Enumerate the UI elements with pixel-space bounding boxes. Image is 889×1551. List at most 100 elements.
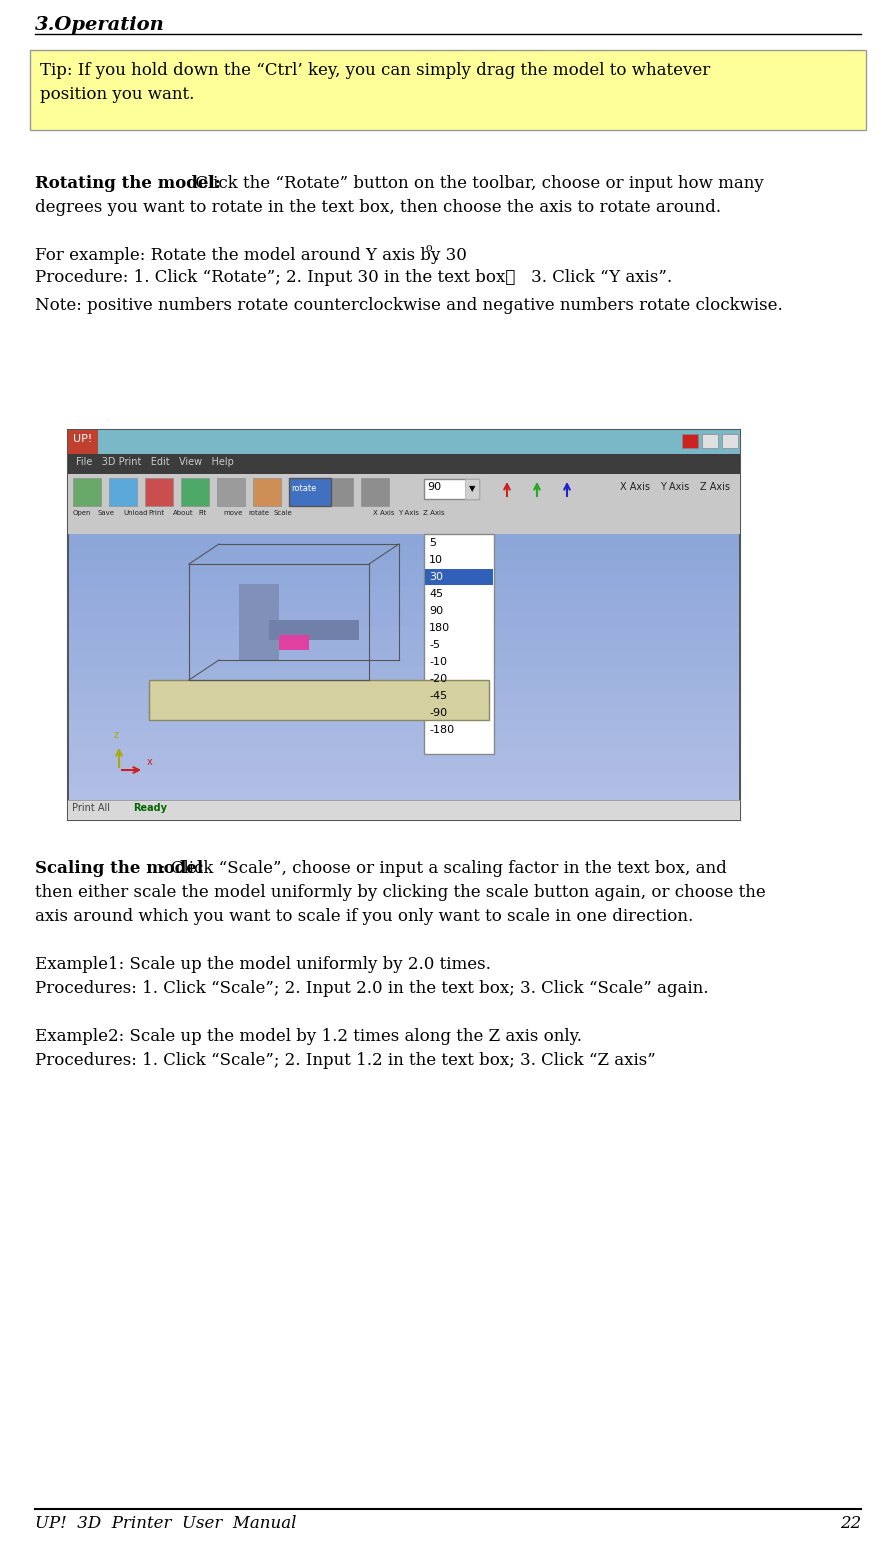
Text: Ready: Ready (133, 803, 167, 813)
Bar (68, 430, 740, 820)
Text: 3.Operation: 3.Operation (35, 16, 164, 34)
Text: Scale: Scale (273, 510, 292, 516)
Bar (69, 734, 739, 748)
Bar (69, 706, 739, 721)
Text: 5: 5 (429, 538, 436, 548)
Text: X Axis: X Axis (620, 482, 650, 492)
Bar (109, 478, 137, 506)
Text: 180: 180 (429, 624, 450, 633)
Text: 10: 10 (429, 555, 443, 565)
Bar (289, 478, 331, 506)
Text: About: About (173, 510, 194, 516)
Text: Scaling the model: Scaling the model (35, 859, 204, 876)
Bar (702, 434, 718, 448)
Bar (722, 434, 738, 448)
Text: -20: -20 (429, 675, 447, 684)
Text: Z Axis: Z Axis (700, 482, 730, 492)
Bar (69, 613, 739, 628)
Bar (69, 679, 739, 695)
Text: UP!: UP! (73, 434, 92, 444)
Bar (682, 434, 698, 448)
Bar (69, 534, 739, 549)
Bar (145, 478, 173, 506)
Text: Example1: Scale up the model uniformly by 2.0 times.: Example1: Scale up the model uniformly b… (35, 955, 491, 972)
Bar (73, 478, 101, 506)
Text: Y Axis: Y Axis (660, 482, 689, 492)
Text: 90: 90 (429, 606, 443, 616)
Text: z: z (114, 731, 119, 740)
Text: ▼: ▼ (469, 484, 476, 493)
Bar (69, 667, 739, 682)
Text: File   3D Print   Edit   View   Help: File 3D Print Edit View Help (76, 458, 234, 467)
Text: rotate: rotate (291, 484, 316, 493)
Text: -45: -45 (429, 692, 447, 701)
Text: 30: 30 (429, 572, 443, 582)
Bar (289, 478, 317, 506)
Text: Example2: Scale up the model by 1.2 times along the Z axis only.: Example2: Scale up the model by 1.2 time… (35, 1028, 582, 1045)
Text: Tip: If you hold down the “Ctrl’ key, you can simply drag the model to whatever: Tip: If you hold down the “Ctrl’ key, yo… (40, 62, 710, 79)
Bar (69, 548, 739, 561)
Bar (269, 620, 359, 641)
Text: Note: positive numbers rotate counterclockwise and negative numbers rotate clock: Note: positive numbers rotate counterclo… (35, 296, 782, 313)
Text: Procedures: 1. Click “Scale”; 2. Input 2.0 in the text box; 3. Click “Scale” aga: Procedures: 1. Click “Scale”; 2. Input 2… (35, 980, 709, 997)
Text: X Axis: X Axis (373, 510, 395, 516)
Text: axis around which you want to scale if you only want to scale in one direction.: axis around which you want to scale if y… (35, 907, 693, 924)
Text: Unload: Unload (123, 510, 148, 516)
Bar (30, 50, 866, 130)
Text: Procedure: 1. Click “Rotate”; 2. Input 30 in the text box；   3. Click “Y axis”.: Procedure: 1. Click “Rotate”; 2. Input 3… (35, 268, 672, 285)
Text: position you want.: position you want. (40, 85, 195, 102)
Text: Click the “Rotate” button on the toolbar, choose or input how many: Click the “Rotate” button on the toolbar… (190, 175, 764, 192)
Bar (69, 560, 739, 575)
Text: Rotating the model:: Rotating the model: (35, 175, 220, 192)
Bar (181, 478, 209, 506)
Text: Y Axis: Y Axis (398, 510, 419, 516)
Bar (465, 479, 479, 499)
Bar (425, 569, 493, 585)
Text: : Click “Scale”, choose or input a scaling factor in the text box, and: : Click “Scale”, choose or input a scali… (160, 859, 726, 876)
Bar (69, 586, 739, 602)
Bar (69, 693, 739, 707)
Text: UP!  3D  Printer  User  Manual: UP! 3D Printer User Manual (35, 1515, 297, 1532)
Bar (217, 478, 245, 506)
Text: Open: Open (73, 510, 92, 516)
Bar (68, 475, 740, 534)
Text: 90: 90 (427, 482, 441, 492)
Text: move: move (223, 510, 243, 516)
Bar (69, 600, 739, 616)
Bar (325, 478, 353, 506)
Text: -10: -10 (429, 658, 447, 667)
Text: o: o (425, 244, 432, 253)
Bar (424, 479, 479, 499)
Bar (68, 454, 740, 475)
Text: -90: -90 (429, 707, 447, 718)
Bar (361, 478, 389, 506)
Text: .: . (433, 247, 438, 264)
Bar (68, 430, 740, 454)
Text: 22: 22 (840, 1515, 861, 1532)
Text: Procedures: 1. Click “Scale”; 2. Input 1.2 in the text box; 3. Click “Z axis”: Procedures: 1. Click “Scale”; 2. Input 1… (35, 1052, 656, 1069)
Bar (69, 653, 739, 668)
Text: Print: Print (148, 510, 164, 516)
Bar (69, 720, 739, 735)
Bar (69, 760, 739, 776)
Bar (69, 786, 739, 800)
Bar (69, 641, 739, 655)
Bar (69, 627, 739, 642)
Bar (149, 679, 489, 720)
Text: degrees you want to rotate in the text box, then choose the axis to rotate aroun: degrees you want to rotate in the text b… (35, 199, 721, 216)
Bar (69, 772, 739, 788)
Bar (253, 478, 281, 506)
Text: Fit: Fit (198, 510, 206, 516)
Text: 45: 45 (429, 589, 443, 599)
Text: Z Axis: Z Axis (423, 510, 444, 516)
Text: x: x (147, 757, 153, 768)
Bar (98, 430, 740, 454)
Bar (424, 534, 494, 754)
Text: -180: -180 (429, 724, 454, 735)
Text: rotate: rotate (248, 510, 269, 516)
Text: then either scale the model uniformly by clicking the scale button again, or cho: then either scale the model uniformly by… (35, 884, 765, 901)
Text: -5: -5 (429, 641, 440, 650)
Bar (239, 585, 279, 661)
Text: For example: Rotate the model around Y axis by 30: For example: Rotate the model around Y a… (35, 247, 467, 264)
Bar (68, 800, 740, 820)
